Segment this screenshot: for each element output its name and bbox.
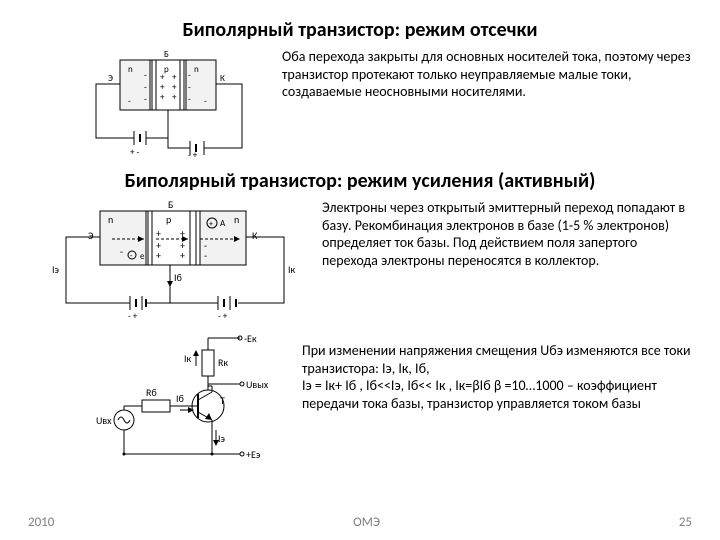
row-active: n p n Б Э К + A - e [28, 199, 692, 324]
svg-text:n: n [234, 213, 239, 226]
diagram-circuit: -Eк Rк Iк Uвых [88, 330, 288, 475]
svg-text:Б: Б [164, 49, 169, 60]
svg-text:Iэ: Iэ [52, 263, 60, 276]
svg-text:p: p [166, 213, 171, 226]
svg-text:Б: Б [168, 199, 173, 211]
svg-text:-: - [204, 249, 207, 262]
svg-text:-: - [204, 96, 207, 107]
para-cutoff: Оба перехода закрыты для основных носите… [282, 48, 692, 101]
svg-text:-: - [120, 245, 123, 258]
svg-text:Uвх: Uвх [96, 414, 112, 427]
svg-text:p: p [164, 64, 169, 75]
svg-text:A: A [220, 218, 226, 229]
svg-text:+: + [180, 249, 185, 262]
svg-text:+: + [209, 219, 213, 229]
para3-a: При изменении напряжения смещения Uбэ из… [302, 342, 691, 377]
svg-text:n: n [108, 213, 113, 226]
svg-text:-: - [144, 94, 147, 105]
svg-text:Iб: Iб [174, 271, 182, 284]
para-active: Электроны через открытый эмиттерный пере… [322, 199, 692, 269]
footer-year: 2010 [28, 515, 54, 530]
slide-page: Биполярный транзистор: режим отсечки n p [0, 0, 720, 540]
svg-text:К: К [220, 73, 225, 84]
svg-text:Iэ: Iэ [218, 432, 226, 445]
svg-text:- +: - + [128, 311, 138, 319]
svg-text:- +: - + [188, 150, 198, 158]
para3-b: Iэ = Iк+ Iб , Iб<<Iэ, Iб<< Iк , Iк=βIб β… [302, 377, 657, 412]
svg-text:Э: Э [108, 73, 113, 84]
svg-text:-: - [144, 82, 147, 93]
svg-text:-: - [144, 70, 147, 81]
para-circuit: При изменении напряжения смещения Uбэ из… [302, 330, 692, 412]
svg-text:-: - [188, 94, 191, 105]
svg-text:e: e [140, 251, 145, 262]
svg-text:+Eэ: +Eэ [246, 448, 261, 461]
svg-text:Iб: Iб [176, 392, 184, 405]
footer-page: 25 [679, 515, 692, 530]
svg-text:- +: - + [218, 311, 228, 319]
slide-footer: 2010 ОМЭ 25 [28, 515, 692, 530]
svg-text:-Eк: -Eк [244, 332, 257, 345]
svg-text:Т: Т [220, 394, 225, 407]
svg-text:-: - [128, 96, 131, 107]
footer-center: ОМЭ [353, 515, 380, 530]
row-circuit: -Eк Rк Iк Uвых [28, 330, 692, 475]
svg-text:n: n [128, 64, 133, 75]
svg-text:+ -: + - [130, 147, 140, 158]
svg-text:Uвых: Uвых [246, 378, 269, 391]
svg-text:К: К [252, 229, 258, 242]
svg-text:Э: Э [88, 229, 94, 242]
title-active: Биполярный транзистор: режим усиления (а… [28, 169, 692, 193]
diagram-active: n p n Б Э К + A - e [48, 199, 308, 324]
svg-text:+: + [156, 249, 161, 262]
svg-text:-: - [188, 70, 191, 81]
svg-text:+: + [160, 92, 165, 103]
svg-text:Rб: Rб [146, 386, 157, 399]
svg-text:+: + [172, 92, 177, 103]
title-cutoff: Биполярный транзистор: режим отсечки [28, 18, 692, 42]
svg-text:Rк: Rк [218, 356, 228, 369]
svg-text:n: n [194, 64, 199, 75]
svg-text:Iк: Iк [288, 263, 296, 276]
svg-text:Iк: Iк [184, 352, 192, 365]
svg-text:-: - [188, 82, 191, 93]
diagram-cutoff: n p n - - - - + + + + + + - - - - Б [78, 48, 268, 163]
row-cutoff: n p n - - - - + + + + + + - - - - Б [28, 48, 692, 163]
